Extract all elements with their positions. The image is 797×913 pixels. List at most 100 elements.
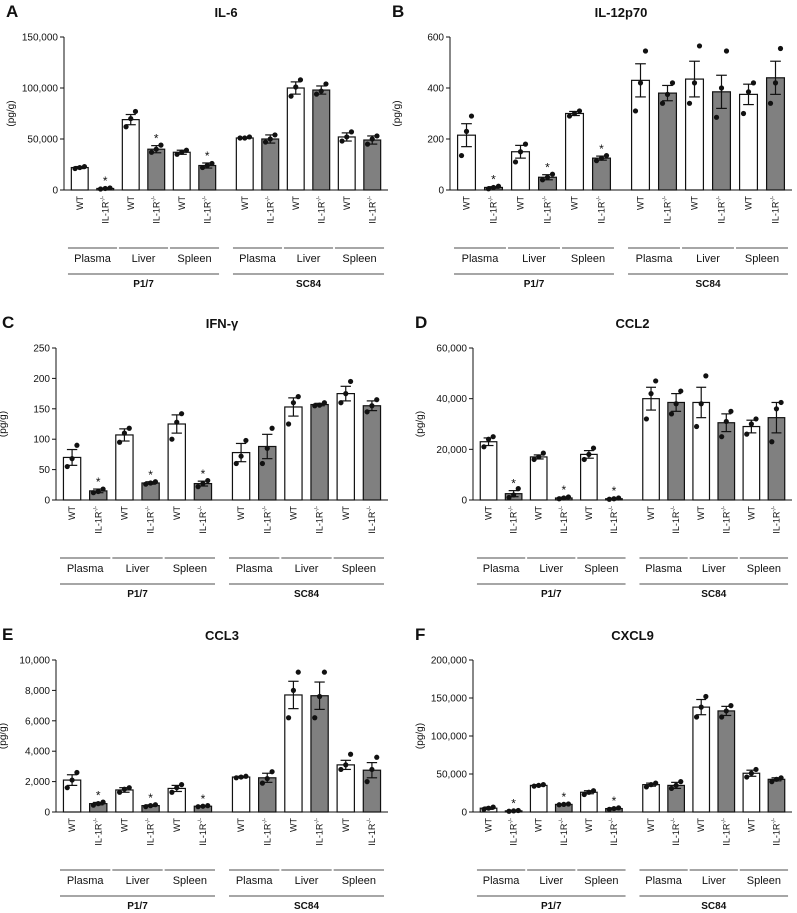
data-point — [606, 806, 612, 812]
data-point — [69, 456, 75, 462]
data-point — [267, 136, 273, 142]
data-point — [259, 780, 266, 786]
data-point — [178, 782, 185, 788]
data-point — [205, 803, 211, 809]
ko-label: IL-1R — [609, 823, 619, 846]
tissue-label: Liver — [696, 253, 720, 265]
category-label: IL-1R-/- — [721, 506, 731, 534]
data-point — [95, 801, 101, 807]
ko-superscript: -/- — [262, 818, 268, 824]
tissue-label: Plasma — [462, 253, 500, 265]
data-point — [669, 80, 676, 86]
category-label: WT — [534, 506, 544, 520]
data-point — [495, 183, 502, 189]
data-point — [490, 434, 496, 440]
model-label: SC84 — [294, 901, 319, 912]
data-point — [72, 165, 78, 172]
ko-superscript: -/- — [367, 506, 373, 512]
data-point — [264, 445, 270, 451]
category-label: WT — [172, 506, 182, 520]
data-point — [561, 801, 567, 808]
data-point — [615, 495, 622, 501]
data-point — [205, 477, 211, 484]
category-label: IL-1R-/- — [100, 196, 110, 224]
category-label: IL-1R-/- — [509, 506, 519, 534]
category-label: WT — [746, 506, 756, 520]
bar — [235, 137, 254, 191]
category-label: IL-1R-/- — [771, 818, 781, 846]
y-tick-label: 50 — [39, 465, 51, 476]
data-point — [179, 149, 185, 155]
category-label: WT — [119, 506, 129, 520]
data-point — [744, 431, 750, 437]
significance-star: * — [96, 475, 101, 489]
data-point — [347, 751, 354, 757]
panel-letter: E — [2, 625, 13, 644]
tissue-label: Spleen — [173, 875, 207, 887]
significance-star: * — [612, 484, 617, 498]
data-point — [107, 185, 113, 191]
bar — [261, 138, 280, 191]
significance-star: * — [148, 468, 153, 482]
data-point — [64, 785, 70, 791]
data-point — [174, 151, 180, 157]
category-label: IL-1R-/- — [265, 196, 275, 224]
data-point — [750, 80, 757, 86]
tissue-label: Liver — [297, 253, 321, 265]
category-label: WT — [236, 818, 246, 832]
y-tick-label: 200,000 — [431, 656, 468, 667]
data-point — [321, 400, 328, 406]
category-label: IL-1R-/- — [262, 506, 272, 534]
model-label: SC84 — [701, 901, 726, 912]
data-point — [581, 791, 587, 798]
tissue-label: Spleen — [177, 253, 211, 265]
tissue-label: Spleen — [747, 563, 781, 575]
data-point — [183, 147, 190, 153]
category-label: WT — [462, 196, 472, 210]
data-point — [369, 403, 375, 409]
data-point — [718, 85, 725, 91]
data-point — [506, 808, 512, 814]
ko-label: IL-1R — [597, 201, 607, 224]
data-point — [668, 785, 675, 792]
bar — [337, 136, 356, 191]
panel-letter: B — [392, 2, 404, 21]
data-point — [374, 754, 380, 760]
data-point — [485, 186, 492, 192]
data-point — [364, 141, 371, 147]
data-point — [243, 773, 249, 779]
category-label: WT — [534, 818, 544, 832]
bar — [284, 694, 303, 813]
data-point — [312, 403, 318, 409]
category-label: WT — [690, 196, 700, 210]
category-label: WT — [570, 196, 580, 210]
ko-label: IL-1R — [721, 823, 731, 846]
data-point — [348, 129, 355, 135]
data-point — [490, 804, 496, 810]
ko-superscript: -/- — [265, 196, 271, 202]
bar — [172, 151, 191, 191]
tissue-label: Liver — [522, 253, 546, 265]
ko-label: IL-1R — [100, 201, 110, 224]
model-label: P1/7 — [127, 901, 148, 912]
ko-label: IL-1R — [198, 823, 208, 846]
data-point — [637, 80, 644, 86]
tissue-label: Spleen — [571, 253, 605, 265]
ko-superscript: -/- — [717, 196, 723, 202]
data-point — [566, 113, 573, 119]
y-tick-label: 150 — [33, 404, 50, 415]
tissue-label: Plasma — [74, 253, 112, 265]
ko-label: IL-1R — [367, 201, 377, 224]
data-point — [100, 799, 106, 805]
data-point — [648, 391, 654, 397]
data-point — [531, 783, 537, 789]
data-point — [242, 135, 248, 141]
tissue-label: Spleen — [584, 563, 618, 575]
tissue-label: Liver — [702, 563, 726, 575]
chart-title: CCL2 — [616, 316, 650, 331]
data-point — [199, 164, 206, 171]
ko-superscript: -/- — [262, 506, 268, 512]
data-point — [598, 155, 605, 161]
y-axis-label: (pg/g) — [392, 100, 403, 126]
